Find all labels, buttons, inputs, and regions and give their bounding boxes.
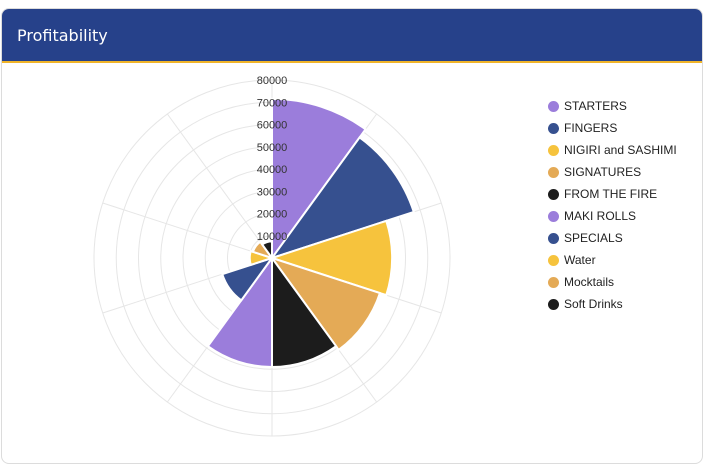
slice-signatures[interactable] [269, 256, 382, 352]
tick-label: 70000 [257, 97, 288, 109]
legend-label: SPECIALS [564, 231, 623, 245]
grid-spoke [102, 202, 273, 259]
slice-specials[interactable] [221, 256, 275, 302]
legend-item[interactable]: SPECIALS [548, 227, 677, 249]
slice-mocktails[interactable] [251, 240, 275, 260]
tick-label: 40000 [257, 164, 288, 176]
grid-spoke [166, 113, 273, 259]
legend-color-dot [548, 276, 559, 288]
legend-color-dot [548, 210, 559, 222]
tick-label: 60000 [257, 120, 288, 132]
legend-label: NIGIRI and SASHIMI [564, 143, 677, 157]
legend-label: MAKI ROLLS [564, 209, 637, 223]
polar-area-chart: 10000 20000 30000 40000 50000 60000 70000 80000 [93, 75, 451, 437]
legend-label: STARTERS [564, 99, 627, 113]
legend-item[interactable]: FINGERS [548, 117, 677, 139]
card-header: Profitability [2, 9, 702, 63]
slice-soft-drinks[interactable] [260, 240, 273, 262]
tick-label: 30000 [257, 186, 288, 198]
legend-label: Soft Drinks [564, 297, 623, 311]
legend-item[interactable]: Mocktails [548, 271, 677, 293]
legend-color-dot [548, 144, 559, 156]
legend-color-dot [548, 232, 559, 244]
legend-item[interactable]: FROM THE FIRE [548, 183, 677, 205]
tick-label: 50000 [257, 142, 288, 154]
chart-legend: STARTERS FINGERS NIGIRI and SASHIMI SIGNATU… [548, 95, 677, 315]
legend-color-dot [548, 188, 559, 200]
tick-label: 80000 [257, 75, 288, 87]
legend-item[interactable]: Soft Drinks [548, 293, 677, 315]
legend-item[interactable]: MAKI ROLLS [548, 205, 677, 227]
profitability-card: Profitability 10000 20000 30000 40000 50000 6… [1, 8, 703, 464]
legend-color-dot [548, 100, 559, 112]
legend-color-dot [548, 166, 559, 178]
legend-label: FINGERS [564, 121, 618, 135]
slice-nigiri-and-sashimi[interactable] [268, 219, 394, 297]
legend-color-dot [548, 254, 559, 266]
tick-label: 20000 [257, 209, 288, 221]
slice-fingers[interactable] [269, 135, 416, 260]
legend-label: Water [564, 253, 596, 267]
card-title: Profitability [17, 25, 108, 45]
legend-item[interactable]: Water [548, 249, 677, 271]
tick-label: 10000 [257, 231, 288, 243]
legend-label: FROM THE FIRE [564, 187, 658, 201]
legend-label: SIGNATURES [564, 165, 642, 179]
legend-item[interactable]: STARTERS [548, 95, 677, 117]
legend-color-dot [548, 122, 559, 134]
legend-item[interactable]: NIGIRI and SASHIMI [548, 139, 677, 161]
slice-maki-rolls[interactable] [206, 254, 273, 369]
legend-label: Mocktails [564, 275, 615, 289]
slice-water[interactable] [248, 249, 276, 267]
legend-item[interactable]: SIGNATURES [548, 161, 677, 183]
legend-color-dot [548, 298, 559, 310]
slice-starters[interactable] [271, 97, 367, 262]
